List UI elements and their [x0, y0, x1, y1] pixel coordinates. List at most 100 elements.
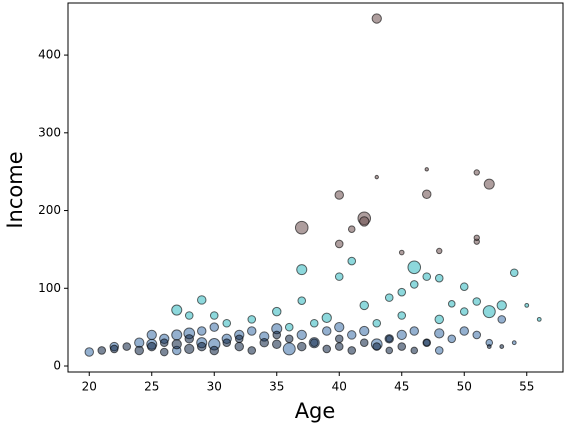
point [109, 344, 119, 354]
point [209, 311, 219, 320]
point [159, 338, 169, 347]
point [334, 342, 344, 351]
point [482, 305, 496, 319]
point [209, 345, 219, 356]
point [222, 318, 232, 328]
point [184, 311, 194, 320]
point [459, 282, 469, 292]
point [247, 326, 257, 336]
point [434, 273, 444, 283]
point [272, 330, 282, 340]
point [347, 330, 357, 340]
point [385, 346, 394, 355]
point [497, 315, 507, 324]
point [424, 167, 429, 172]
x-tick-label: 20 [82, 380, 97, 394]
point [334, 190, 344, 200]
x-tick-label: 50 [457, 380, 472, 394]
x-tick-label: 55 [519, 380, 534, 394]
point [371, 13, 382, 24]
point [171, 329, 183, 341]
point [372, 318, 382, 328]
point [282, 342, 296, 356]
point [309, 338, 319, 347]
point [97, 346, 107, 355]
point [374, 174, 379, 180]
point [397, 311, 407, 320]
x-tick-label: 35 [269, 380, 284, 394]
point [184, 334, 194, 344]
y-axis-title: Income [3, 151, 27, 228]
point [434, 314, 444, 325]
point [247, 315, 257, 324]
point [159, 347, 169, 357]
point [334, 239, 344, 249]
point [197, 341, 207, 352]
point [536, 316, 542, 322]
point [509, 268, 519, 278]
point [259, 337, 269, 348]
point [222, 338, 232, 347]
point [347, 256, 357, 266]
point [384, 293, 394, 302]
point [134, 345, 144, 356]
point [447, 300, 456, 308]
point [296, 329, 307, 341]
point [496, 300, 507, 311]
point [321, 312, 332, 323]
x-axis-title: Age [295, 399, 336, 423]
y-tick-label: 300 [38, 125, 61, 139]
point [359, 325, 370, 337]
x-tick-label: 30 [207, 380, 222, 394]
point [407, 260, 422, 275]
point [284, 334, 294, 344]
point [434, 328, 445, 339]
point [410, 346, 419, 355]
point [422, 338, 431, 347]
point [296, 264, 308, 276]
x-tick-label: 25 [144, 380, 159, 394]
point [409, 280, 419, 289]
point [197, 295, 207, 305]
point [359, 216, 370, 227]
y-tick-label: 0 [53, 359, 61, 373]
point [184, 343, 195, 355]
point [436, 247, 443, 255]
point [171, 304, 183, 316]
point [272, 339, 282, 349]
point [197, 326, 207, 336]
point [234, 334, 244, 344]
point [171, 339, 182, 350]
point [359, 300, 369, 311]
point [397, 342, 407, 351]
point [472, 330, 482, 340]
point [334, 322, 345, 333]
point [486, 344, 492, 349]
point [397, 287, 407, 297]
point [309, 318, 319, 328]
y-tick-label: 400 [38, 48, 61, 62]
point [84, 347, 94, 357]
point [209, 322, 219, 332]
y-tick-label: 100 [38, 281, 61, 295]
point [297, 341, 307, 352]
x-tick-label: 40 [332, 380, 347, 394]
point [472, 297, 482, 306]
point [322, 344, 332, 354]
point [524, 302, 530, 308]
point [122, 342, 132, 351]
point [396, 329, 407, 341]
point [398, 249, 405, 256]
point [334, 272, 344, 281]
point [422, 189, 432, 199]
point [334, 334, 344, 344]
point [409, 326, 419, 336]
point [473, 169, 480, 176]
point [247, 346, 257, 355]
point [372, 342, 382, 351]
point [322, 326, 332, 336]
point [473, 234, 480, 241]
point [147, 341, 157, 352]
point [459, 326, 469, 336]
